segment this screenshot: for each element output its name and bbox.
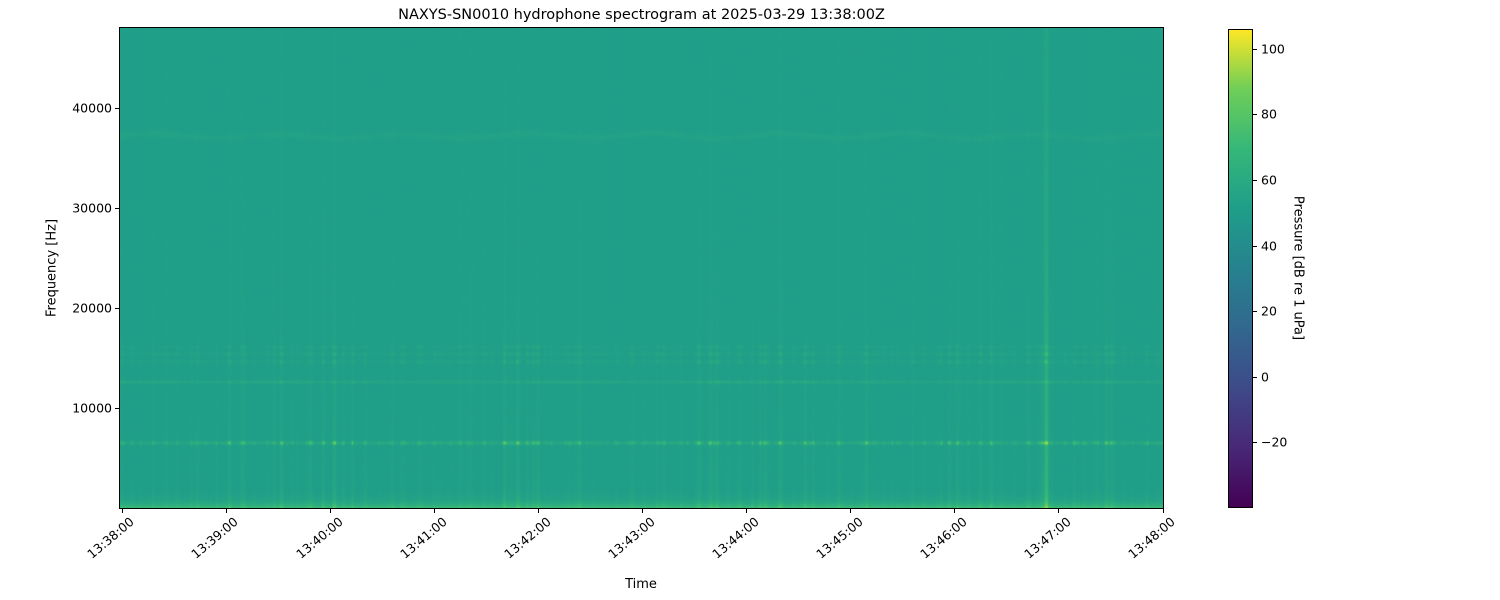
colorbar-tick-label: −20: [1261, 434, 1288, 450]
colorbar-tick-label: 60: [1261, 172, 1277, 188]
colorbar-tick-mark: [1253, 311, 1257, 312]
colorbar-tick-mark: [1253, 377, 1257, 378]
colorbar-label: Pressure [dB re 1 uPa]: [1290, 195, 1306, 341]
x-tick-label: 13:42:00: [500, 514, 554, 562]
colorbar-tick-mark: [1253, 49, 1257, 50]
y-tick-mark: [115, 308, 119, 309]
y-tick-label: 20000: [72, 300, 112, 316]
colorbar-tick-label: 80: [1261, 106, 1277, 122]
colorbar-tick-mark: [1253, 114, 1257, 115]
y-axis-label: Frequency [Hz]: [44, 218, 60, 318]
colorbar-tick-mark: [1253, 442, 1257, 443]
x-tick-label: 13:45:00: [813, 514, 866, 562]
colorbar-tick-label: 40: [1261, 238, 1277, 254]
x-tick-mark: [538, 509, 539, 513]
x-tick-mark: [1058, 509, 1059, 513]
y-tick-mark: [115, 408, 119, 409]
x-tick-label: 13:38:00: [84, 514, 138, 562]
y-tick-mark: [115, 108, 119, 109]
x-tick-mark: [330, 509, 331, 513]
colorbar-gradient: [1228, 29, 1253, 508]
x-tick-mark: [642, 509, 643, 513]
x-tick-label: 13:40:00: [292, 514, 346, 562]
y-tick-mark: [115, 208, 119, 209]
x-tick-label: 13:44:00: [709, 514, 762, 562]
x-tick-mark: [954, 509, 955, 513]
x-tick-mark: [1163, 509, 1164, 513]
x-axis-label: Time: [625, 577, 657, 592]
x-tick-mark: [122, 509, 123, 513]
x-tick-label: 13:41:00: [396, 514, 450, 562]
y-tick-label: 40000: [72, 100, 112, 116]
x-tick-label: 13:39:00: [188, 514, 242, 562]
colorbar-tick-mark: [1253, 246, 1257, 247]
x-tick-mark: [850, 509, 851, 513]
x-tick-mark: [434, 509, 435, 513]
chart-title: NAXYS-SN0010 hydrophone spectrogram at 2…: [398, 7, 885, 23]
x-tick-label: 13:43:00: [604, 514, 658, 562]
colorbar-tick-mark: [1253, 180, 1257, 181]
y-tick-label: 10000: [72, 400, 112, 416]
colorbar-tick-label: 20: [1261, 303, 1277, 319]
colorbar-tick-label: 0: [1261, 369, 1269, 385]
x-tick-mark: [226, 509, 227, 513]
x-tick-mark: [746, 509, 747, 513]
y-tick-label: 30000: [72, 200, 112, 216]
x-tick-label: 13:46:00: [917, 514, 970, 562]
spectrogram-heatmap: [119, 27, 1164, 509]
x-tick-label: 13:47:00: [1021, 514, 1075, 562]
colorbar-tick-label: 100: [1261, 41, 1285, 57]
x-tick-label: 13:48:00: [1125, 514, 1179, 562]
